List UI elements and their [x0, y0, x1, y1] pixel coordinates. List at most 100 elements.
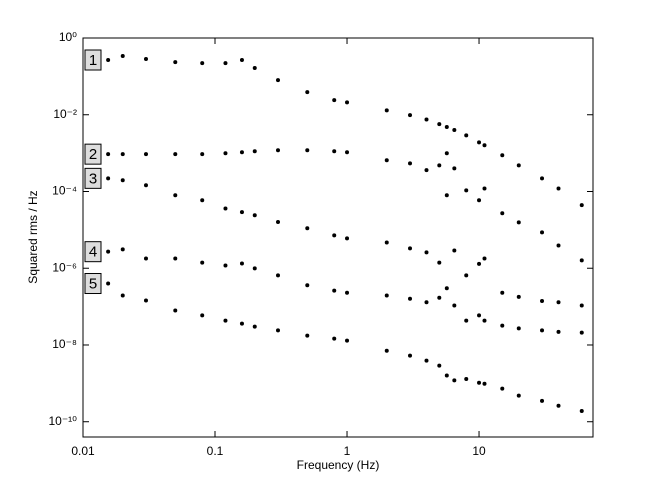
data-point: [500, 153, 505, 158]
data-point: [252, 213, 257, 218]
plot-frame: [82, 37, 594, 438]
data-point: [452, 166, 457, 171]
data-point: [239, 150, 244, 155]
data-point: [540, 398, 545, 403]
data-point: [200, 260, 205, 265]
data-point: [384, 108, 389, 113]
data-point: [408, 246, 413, 251]
data-point: [408, 353, 413, 358]
y-tick-label: 10⁻⁸: [52, 337, 77, 351]
data-point: [252, 324, 257, 329]
data-point: [106, 249, 111, 254]
data-point: [444, 124, 449, 129]
data-point: [482, 143, 487, 148]
data-point: [437, 122, 442, 127]
data-point: [223, 318, 228, 323]
data-point: [437, 363, 442, 368]
y-tick-label: 10⁻⁶: [52, 260, 77, 274]
data-point: [239, 261, 244, 266]
data-point: [482, 186, 487, 191]
data-point: [464, 318, 469, 323]
data-point: [516, 163, 521, 168]
data-point: [444, 151, 449, 156]
data-point: [516, 393, 521, 398]
data-point: [464, 273, 469, 278]
data-point: [424, 300, 429, 305]
data-point: [477, 313, 482, 318]
data-point: [275, 78, 280, 83]
data-point: [106, 176, 111, 181]
data-point: [384, 158, 389, 163]
data-point: [223, 61, 228, 66]
data-point: [305, 90, 310, 95]
data-point: [345, 100, 350, 105]
data-point: [408, 113, 413, 118]
data-point: [200, 152, 205, 157]
series-label: 3: [89, 170, 97, 187]
data-point: [384, 293, 389, 298]
data-point: [332, 288, 337, 293]
data-point: [500, 211, 505, 216]
data-point: [477, 380, 482, 385]
data-point: [556, 403, 561, 408]
data-point: [477, 140, 482, 145]
series-label: 5: [89, 275, 97, 292]
data-point: [540, 230, 545, 235]
data-point: [579, 330, 584, 335]
data-point: [106, 152, 111, 157]
y-tick-label: 10⁻²: [53, 107, 77, 121]
data-point: [452, 128, 457, 133]
data-point: [579, 409, 584, 414]
data-point: [556, 329, 561, 334]
data-point: [444, 373, 449, 378]
data-point: [424, 117, 429, 122]
data-point: [464, 133, 469, 138]
data-point: [332, 149, 337, 154]
data-point: [239, 58, 244, 63]
data-point: [540, 299, 545, 304]
data-point: [305, 226, 310, 231]
data-point: [332, 98, 337, 103]
series-label-box: [84, 241, 102, 263]
data-point: [239, 321, 244, 326]
data-point: [275, 273, 280, 278]
data-point: [275, 220, 280, 225]
data-point: [424, 168, 429, 173]
data-point: [477, 261, 482, 266]
data-point: [482, 381, 487, 386]
data-point: [120, 293, 125, 298]
x-tick-label: 1: [344, 444, 351, 458]
data-point: [223, 151, 228, 156]
data-point: [143, 256, 148, 261]
data-point: [556, 243, 561, 248]
x-axis-label: Frequency (Hz): [297, 458, 380, 472]
series-label-box: [84, 143, 102, 165]
data-point: [444, 193, 449, 198]
data-point: [223, 206, 228, 211]
series-label: 1: [89, 52, 97, 69]
data-point: [305, 283, 310, 288]
data-point: [173, 308, 178, 313]
data-point: [275, 148, 280, 153]
data-point: [345, 290, 350, 295]
data-point: [384, 240, 389, 245]
data-point: [408, 161, 413, 166]
data-point: [143, 57, 148, 62]
data-point: [464, 376, 469, 381]
data-point: [106, 281, 111, 286]
data-point: [305, 148, 310, 153]
data-point: [275, 328, 280, 333]
data-point: [437, 260, 442, 265]
data-point: [482, 256, 487, 261]
data-point: [500, 290, 505, 295]
y-tick-label: 10⁻⁴: [52, 184, 77, 198]
series-label: 4: [89, 244, 97, 261]
data-point: [106, 58, 111, 63]
data-point: [408, 296, 413, 301]
data-point: [252, 149, 257, 154]
data-point: [143, 298, 148, 303]
data-point: [332, 336, 337, 341]
data-point: [452, 378, 457, 383]
data-point: [120, 152, 125, 157]
